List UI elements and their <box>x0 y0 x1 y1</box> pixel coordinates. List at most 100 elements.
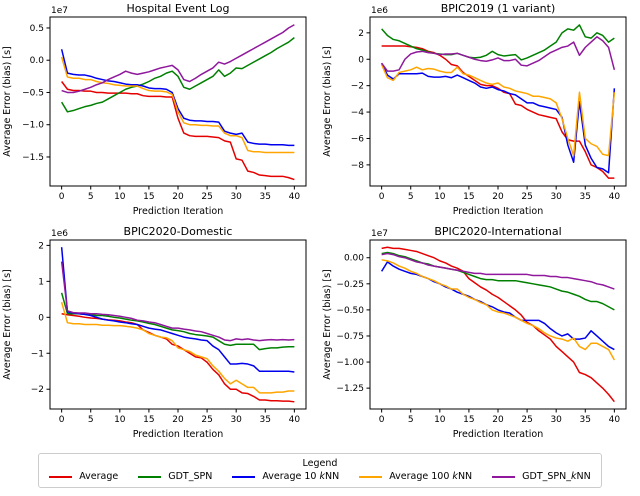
y-tick-label: 0.5 <box>30 24 44 34</box>
y-tick-label: −8 <box>351 161 365 171</box>
x-tick-label: 30 <box>550 415 562 425</box>
x-tick-label: 5 <box>408 415 414 425</box>
chart-title: BPIC2019 (1 variant) <box>441 2 556 15</box>
x-tick-label: 0 <box>59 415 65 425</box>
y-tick-label: 1 <box>38 277 44 287</box>
series-line-average-10-knn <box>60 49 295 147</box>
series-line-gdt-spn-knn <box>60 261 295 342</box>
series-line-average-100-knn <box>60 302 295 394</box>
x-tick-label: 30 <box>230 415 242 425</box>
y-tick-label: 0.0 <box>30 56 45 66</box>
x-tick-label: 40 <box>609 415 621 425</box>
x-tick-label: 5 <box>408 192 414 202</box>
y-axis-label: Average Error (bias) [s] <box>322 46 333 156</box>
y-tick-label: −0.50 <box>336 306 364 316</box>
legend-title: Legend <box>302 458 338 469</box>
legend-line-swatch <box>359 475 383 478</box>
series-line-gdt-spn <box>60 37 295 113</box>
x-tick-label: 20 <box>172 415 184 425</box>
x-tick-label: 0 <box>379 415 385 425</box>
series-line-average-100-knn <box>381 259 616 361</box>
chart-bpic2019: BPIC2019 (1 variant) 1e6 Average Error (bi… <box>320 0 640 223</box>
x-tick-label: 20 <box>492 415 504 425</box>
y-tick-label: 2 <box>38 241 44 251</box>
x-tick-label: 20 <box>172 192 184 202</box>
x-tick-label: 5 <box>88 192 94 202</box>
y-tick-label: −1.00 <box>336 358 364 368</box>
series-line-average-100-knn <box>380 64 616 157</box>
series-line-average <box>381 246 615 403</box>
x-axis-label: Prediction Iteration <box>453 429 544 440</box>
series-line-average <box>61 81 295 181</box>
legend-entry: Average 10 kNN <box>232 471 339 482</box>
x-tick-label: 10 <box>434 192 446 202</box>
x-tick-label: 0 <box>59 192 65 202</box>
series-line-average-10-knn <box>380 62 616 174</box>
chart-row-top: Hospital Event Log 1e7 Average Error (bias… <box>0 0 640 223</box>
x-tick-label: 25 <box>201 192 212 202</box>
x-tick-label: 35 <box>260 192 271 202</box>
y-tick-label: 0.00 <box>344 254 364 264</box>
y-tick-label: −4 <box>351 108 365 118</box>
series-line-gdt-spn-knn <box>381 36 616 72</box>
legend-entry-label: Average 100 kNN <box>389 471 473 482</box>
y-axis-label: Average Error (bias) [s] <box>322 269 333 379</box>
y-axis-scale-label: 1e7 <box>371 229 388 239</box>
chart-bpic2020-international-plot: BPIC2020-International 1e7 Average Error (… <box>322 225 627 440</box>
x-tick-label: 35 <box>580 415 591 425</box>
x-axis-label: Prediction Iteration <box>453 206 544 217</box>
series-line-gdt-spn <box>60 292 295 351</box>
chart-title: Hospital Event Log <box>126 2 229 15</box>
y-tick-label: 0 <box>358 55 364 65</box>
plot-frame <box>369 16 627 187</box>
y-axis-scale-label: 1e7 <box>51 6 68 16</box>
plot-frame <box>49 16 307 187</box>
legend-entry: GDT_SPN_kNN <box>492 471 591 482</box>
series-line-gdt-spn <box>381 24 615 61</box>
chart-bpic2020-domestic: BPIC2020-Domestic 1e6 Average Error (bias)… <box>0 223 320 446</box>
chart-bpic2019-plot: BPIC2019 (1 variant) 1e6 Average Error (bi… <box>322 2 627 217</box>
legend-wrap: Legend Average GDT_SPN Average 10 kNN Avera… <box>0 446 640 496</box>
legend-line-swatch <box>138 475 162 478</box>
x-axis-label: Prediction Iteration <box>133 429 224 440</box>
y-axis-scale-label: 1e6 <box>51 229 68 239</box>
x-axis-label: Prediction Iteration <box>133 206 224 217</box>
series-line-average-100-knn <box>60 56 295 154</box>
plot-frame <box>49 239 307 410</box>
y-tick-label: −6 <box>351 134 365 144</box>
y-tick-label: 0 <box>38 313 44 323</box>
x-tick-label: 30 <box>550 192 562 202</box>
y-tick-label: −1.0 <box>22 121 44 131</box>
y-tick-label: −1.25 <box>336 384 364 394</box>
legend-line-swatch <box>49 475 73 478</box>
legend-entry: GDT_SPN <box>138 471 212 482</box>
series-line-average-10-knn <box>60 247 295 373</box>
x-tick-label: 15 <box>143 192 154 202</box>
chart-bpic2020-domestic-plot: BPIC2020-Domestic 1e6 Average Error (bias)… <box>2 225 307 440</box>
legend-entries: Average GDT_SPN Average 10 kNN Average 100 … <box>49 471 591 482</box>
y-tick-label: −0.25 <box>336 280 364 290</box>
chart-row-bottom: BPIC2020-Domestic 1e6 Average Error (bias)… <box>0 223 640 446</box>
legend: Legend Average GDT_SPN Average 10 kNN Avera… <box>38 453 602 488</box>
legend-entry-label: Average 10 kNN <box>262 471 340 482</box>
chart-title: BPIC2020-International <box>434 225 561 238</box>
x-tick-label: 35 <box>580 192 591 202</box>
y-tick-label: −2 <box>31 385 44 395</box>
y-axis-scale-label: 1e6 <box>371 6 388 16</box>
chart-title: BPIC2020-Domestic <box>124 225 233 238</box>
plot-frame <box>369 239 627 410</box>
chart-bpic2020-international: BPIC2020-International 1e7 Average Error (… <box>320 223 640 446</box>
legend-entry: Average <box>49 471 118 482</box>
x-tick-label: 10 <box>114 415 126 425</box>
y-tick-label: 2 <box>358 29 364 39</box>
y-axis-label: Average Error (bias) [s] <box>2 46 13 156</box>
x-tick-label: 5 <box>88 415 94 425</box>
x-tick-label: 30 <box>230 192 242 202</box>
y-tick-label: −1.5 <box>22 153 44 163</box>
y-tick-label: −0.75 <box>336 332 364 342</box>
legend-line-swatch <box>232 475 256 478</box>
series-line-gdt-spn-knn <box>381 252 615 290</box>
series-line-average <box>381 45 615 179</box>
x-tick-label: 25 <box>521 192 532 202</box>
